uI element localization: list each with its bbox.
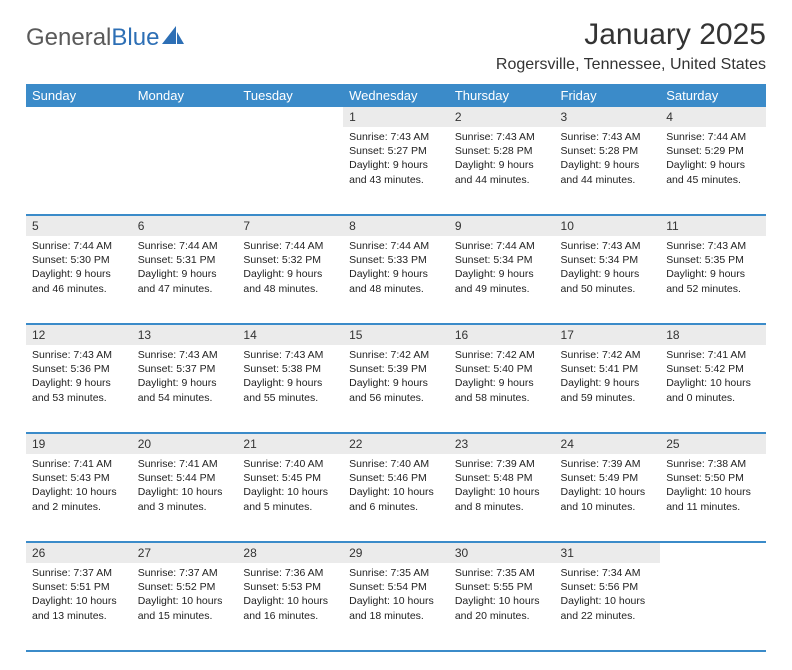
- location: Rogersville, Tennessee, United States: [496, 56, 766, 74]
- logo: GeneralBlue: [26, 24, 184, 52]
- day-content-cell: Sunrise: 7:41 AMSunset: 5:42 PMDaylight:…: [660, 345, 766, 433]
- day-content-cell: Sunrise: 7:43 AMSunset: 5:28 PMDaylight:…: [449, 127, 555, 215]
- day-number-cell: 12: [26, 324, 132, 345]
- day-number-cell: 20: [132, 433, 238, 454]
- day-content-cell: [132, 127, 238, 215]
- day-number-cell: 23: [449, 433, 555, 454]
- day-content-cell: Sunrise: 7:41 AMSunset: 5:43 PMDaylight:…: [26, 454, 132, 542]
- day-content-cell: Sunrise: 7:37 AMSunset: 5:51 PMDaylight:…: [26, 563, 132, 651]
- day-content-cell: Sunrise: 7:44 AMSunset: 5:29 PMDaylight:…: [660, 127, 766, 215]
- logo-text-2: Blue: [111, 24, 159, 52]
- day-number-cell: 9: [449, 215, 555, 236]
- day-content-cell: Sunrise: 7:43 AMSunset: 5:37 PMDaylight:…: [132, 345, 238, 433]
- day-number-cell: 16: [449, 324, 555, 345]
- day-number-cell: 5: [26, 215, 132, 236]
- day-number-cell: 28: [237, 542, 343, 563]
- day-number-cell: 13: [132, 324, 238, 345]
- day-content-cell: Sunrise: 7:43 AMSunset: 5:28 PMDaylight:…: [555, 127, 661, 215]
- day-header: Wednesday: [343, 84, 449, 107]
- day-number-cell: 10: [555, 215, 661, 236]
- day-header: Saturday: [660, 84, 766, 107]
- day-number-cell: 24: [555, 433, 661, 454]
- day-content-cell: Sunrise: 7:44 AMSunset: 5:32 PMDaylight:…: [237, 236, 343, 324]
- logo-sail-icon: [162, 26, 184, 46]
- day-content-cell: Sunrise: 7:37 AMSunset: 5:52 PMDaylight:…: [132, 563, 238, 651]
- day-number-cell: 6: [132, 215, 238, 236]
- day-header: Friday: [555, 84, 661, 107]
- day-content-cell: Sunrise: 7:39 AMSunset: 5:49 PMDaylight:…: [555, 454, 661, 542]
- day-number-cell: 8: [343, 215, 449, 236]
- day-number-cell: [237, 107, 343, 127]
- day-content-cell: Sunrise: 7:43 AMSunset: 5:34 PMDaylight:…: [555, 236, 661, 324]
- day-content-cell: Sunrise: 7:42 AMSunset: 5:41 PMDaylight:…: [555, 345, 661, 433]
- day-number-cell: 18: [660, 324, 766, 345]
- day-header: Tuesday: [237, 84, 343, 107]
- day-content-cell: Sunrise: 7:43 AMSunset: 5:35 PMDaylight:…: [660, 236, 766, 324]
- day-content-cell: Sunrise: 7:38 AMSunset: 5:50 PMDaylight:…: [660, 454, 766, 542]
- day-content-cell: [237, 127, 343, 215]
- day-number-cell: 1: [343, 107, 449, 127]
- day-content-cell: [26, 127, 132, 215]
- day-content-cell: Sunrise: 7:42 AMSunset: 5:40 PMDaylight:…: [449, 345, 555, 433]
- month-title: January 2025: [496, 18, 766, 52]
- day-number-cell: 15: [343, 324, 449, 345]
- day-content-cell: Sunrise: 7:43 AMSunset: 5:27 PMDaylight:…: [343, 127, 449, 215]
- day-number-cell: [660, 542, 766, 563]
- day-number-cell: 30: [449, 542, 555, 563]
- header: GeneralBlue January 2025 Rogersville, Te…: [26, 18, 766, 74]
- day-content-cell: Sunrise: 7:44 AMSunset: 5:33 PMDaylight:…: [343, 236, 449, 324]
- day-content-cell: Sunrise: 7:40 AMSunset: 5:45 PMDaylight:…: [237, 454, 343, 542]
- day-number-cell: 3: [555, 107, 661, 127]
- day-number-cell: [26, 107, 132, 127]
- day-content-cell: Sunrise: 7:43 AMSunset: 5:38 PMDaylight:…: [237, 345, 343, 433]
- day-content-cell: Sunrise: 7:34 AMSunset: 5:56 PMDaylight:…: [555, 563, 661, 651]
- day-content-cell: Sunrise: 7:44 AMSunset: 5:34 PMDaylight:…: [449, 236, 555, 324]
- day-content-cell: Sunrise: 7:36 AMSunset: 5:53 PMDaylight:…: [237, 563, 343, 651]
- day-number-cell: 7: [237, 215, 343, 236]
- day-number-cell: 25: [660, 433, 766, 454]
- day-number-cell: [132, 107, 238, 127]
- day-content-cell: Sunrise: 7:39 AMSunset: 5:48 PMDaylight:…: [449, 454, 555, 542]
- day-content-cell: Sunrise: 7:41 AMSunset: 5:44 PMDaylight:…: [132, 454, 238, 542]
- day-number-cell: 19: [26, 433, 132, 454]
- day-number-cell: 17: [555, 324, 661, 345]
- header-row: SundayMondayTuesdayWednesdayThursdayFrid…: [26, 84, 766, 107]
- day-number-cell: 14: [237, 324, 343, 345]
- day-number-cell: 21: [237, 433, 343, 454]
- day-number-cell: 2: [449, 107, 555, 127]
- day-number-cell: 26: [26, 542, 132, 563]
- day-content-cell: [660, 563, 766, 651]
- day-number-cell: 22: [343, 433, 449, 454]
- day-content-cell: Sunrise: 7:44 AMSunset: 5:31 PMDaylight:…: [132, 236, 238, 324]
- day-content-cell: Sunrise: 7:42 AMSunset: 5:39 PMDaylight:…: [343, 345, 449, 433]
- logo-text-1: General: [26, 24, 111, 52]
- day-header: Sunday: [26, 84, 132, 107]
- day-header: Monday: [132, 84, 238, 107]
- calendar-table: SundayMondayTuesdayWednesdayThursdayFrid…: [26, 84, 766, 652]
- day-content-cell: Sunrise: 7:44 AMSunset: 5:30 PMDaylight:…: [26, 236, 132, 324]
- title-block: January 2025 Rogersville, Tennessee, Uni…: [496, 18, 766, 74]
- day-number-cell: 31: [555, 542, 661, 563]
- day-number-cell: 29: [343, 542, 449, 563]
- day-number-cell: 27: [132, 542, 238, 563]
- day-number-cell: 4: [660, 107, 766, 127]
- day-content-cell: Sunrise: 7:43 AMSunset: 5:36 PMDaylight:…: [26, 345, 132, 433]
- day-header: Thursday: [449, 84, 555, 107]
- day-content-cell: Sunrise: 7:35 AMSunset: 5:54 PMDaylight:…: [343, 563, 449, 651]
- day-content-cell: Sunrise: 7:40 AMSunset: 5:46 PMDaylight:…: [343, 454, 449, 542]
- day-content-cell: Sunrise: 7:35 AMSunset: 5:55 PMDaylight:…: [449, 563, 555, 651]
- day-number-cell: 11: [660, 215, 766, 236]
